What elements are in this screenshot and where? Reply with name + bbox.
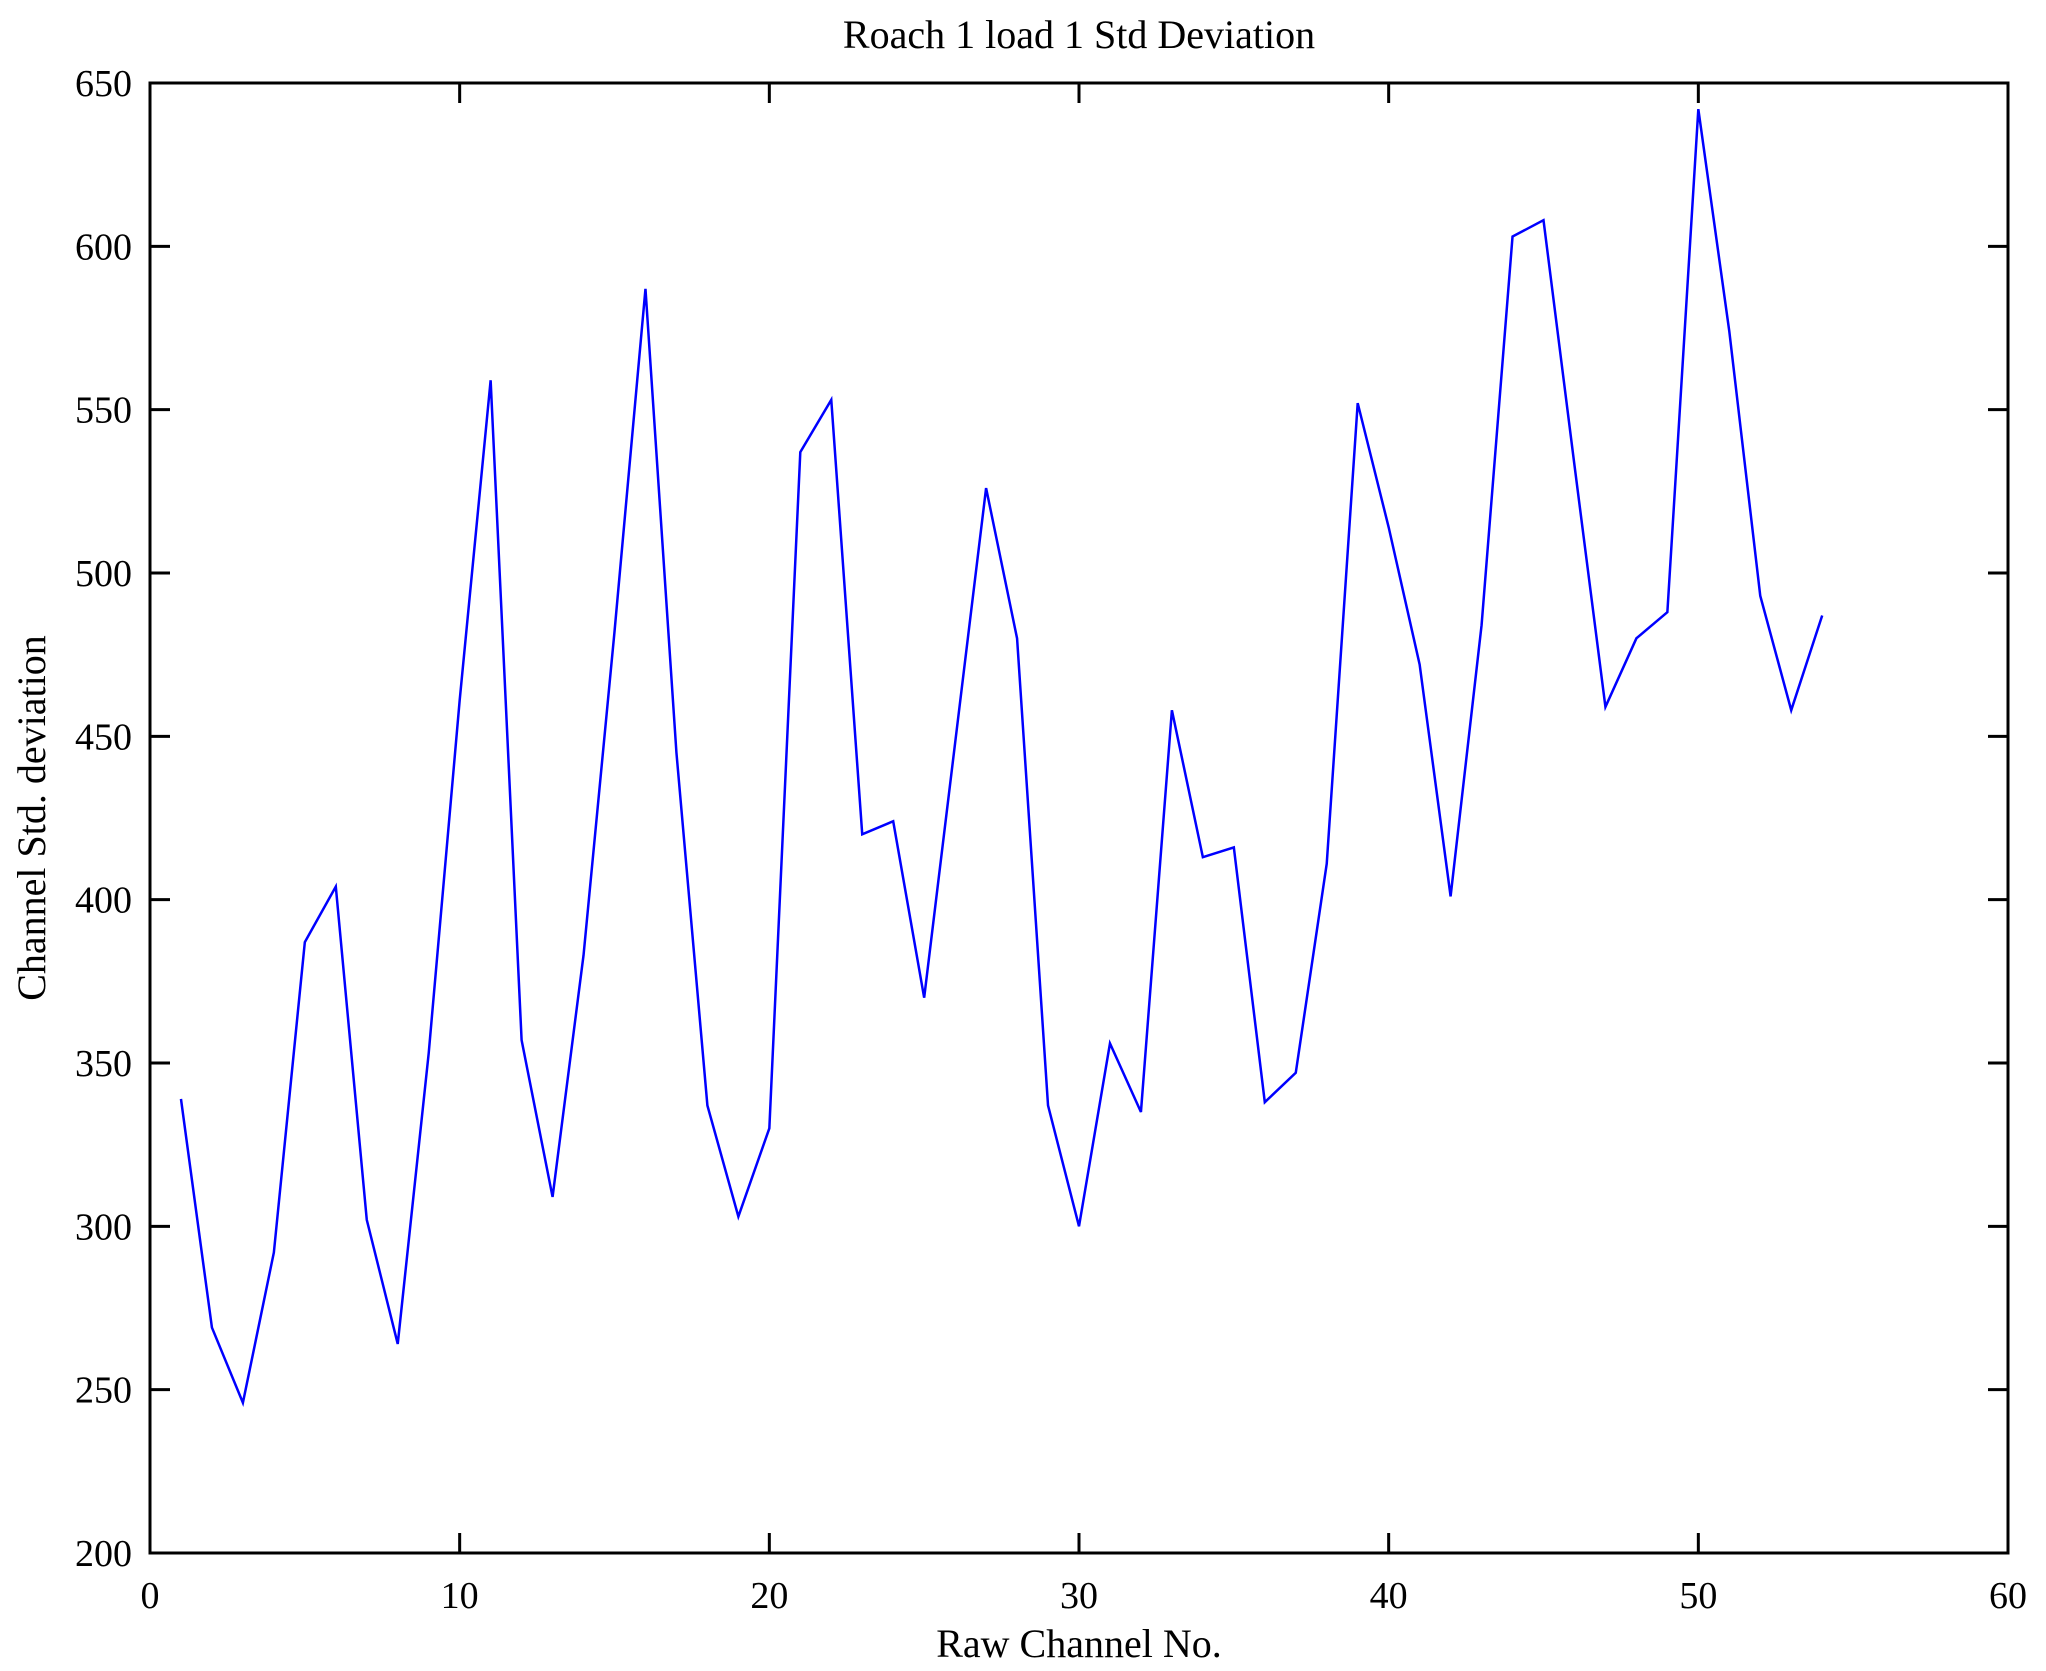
y-tick-label: 600 <box>75 226 132 268</box>
x-tick-label: 30 <box>1060 1575 1098 1617</box>
y-axis-label: Channel Std. deviation <box>9 635 54 1001</box>
y-tick-label: 650 <box>75 63 132 105</box>
plot-area-border <box>148 81 2010 1555</box>
y-tick-label: 400 <box>75 880 132 922</box>
x-axis-label: Raw Channel No. <box>936 1621 1222 1666</box>
x-tick-labels: 0 10 20 30 40 50 60 <box>141 1575 2028 1617</box>
data-series-group <box>179 108 1824 1407</box>
data-line <box>179 108 1824 1407</box>
y-tick-label: 450 <box>75 716 132 758</box>
axis-ticks <box>148 81 2010 1555</box>
y-tick-label: 200 <box>75 1533 132 1575</box>
y-tick-label: 550 <box>75 390 132 432</box>
y-tick-labels: 200 250 300 350 400 450 500 550 600 650 <box>75 63 132 1575</box>
x-tick-label: 20 <box>750 1575 788 1617</box>
x-tick-label: 10 <box>441 1575 479 1617</box>
x-tick-label: 50 <box>1679 1575 1717 1617</box>
x-tick-label: 60 <box>1989 1575 2027 1617</box>
y-tick-label: 300 <box>75 1206 132 1248</box>
y-tick-label: 250 <box>75 1370 132 1412</box>
y-tick-label: 500 <box>75 553 132 595</box>
x-tick-label: 40 <box>1370 1575 1408 1617</box>
y-tick-label: 350 <box>75 1043 132 1085</box>
chart-title: Roach 1 load 1 Std Deviation <box>843 12 1315 57</box>
x-tick-label: 0 <box>141 1575 160 1617</box>
